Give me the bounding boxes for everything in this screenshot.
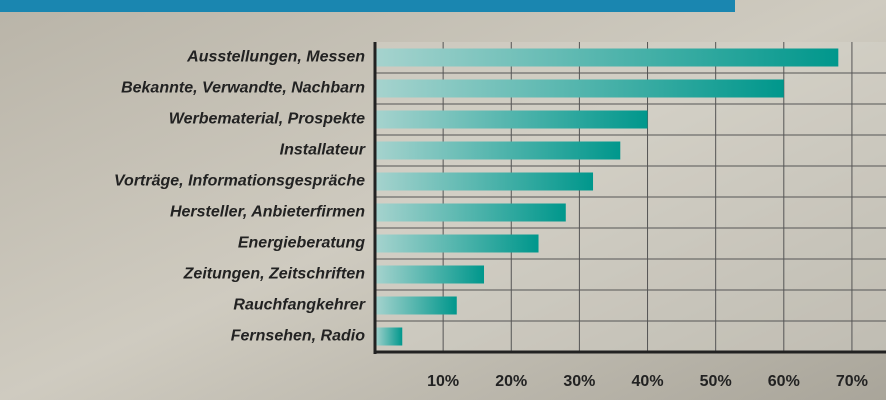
category-label: Ausstellungen, Messen xyxy=(186,49,365,66)
category-label: Fernsehen, Radio xyxy=(231,328,365,345)
category-label: Installateur xyxy=(280,142,366,159)
bar xyxy=(375,297,457,315)
category-label: Werbematerial, Prospekte xyxy=(169,111,365,128)
category-label: Zeitungen, Zeitschriften xyxy=(183,266,366,283)
category-label: Energieberatung xyxy=(238,235,365,252)
bar xyxy=(375,173,593,191)
bar xyxy=(375,204,566,222)
category-label: Rauchfangkehrer xyxy=(233,297,365,314)
category-label: Hersteller, Anbieterfirmen xyxy=(170,204,365,221)
category-label: Vorträge, Informationsgespräche xyxy=(114,173,365,190)
x-tick-label: 10% xyxy=(427,373,459,390)
x-tick-label: 30% xyxy=(563,373,595,390)
page: 10% 20% 30% 40% 50% 60% 70% Ausstellungen, Mess… xyxy=(0,0,886,400)
bar xyxy=(375,235,539,253)
x-tick-label: 40% xyxy=(632,373,664,390)
bar xyxy=(375,111,648,129)
bar xyxy=(375,49,838,67)
bar xyxy=(375,80,784,98)
bar xyxy=(375,266,484,284)
bar xyxy=(375,142,620,160)
category-label: Bekannte, Verwandte, Nachbarn xyxy=(121,80,365,97)
x-tick-label: 60% xyxy=(768,373,800,390)
x-tick-label: 50% xyxy=(700,373,732,390)
chart: 10% 20% 30% 40% 50% 60% 70% Ausstellungen, Mess… xyxy=(0,0,886,400)
x-tick-label: 70% xyxy=(836,373,868,390)
bar xyxy=(375,328,402,346)
top-strip xyxy=(0,0,735,12)
x-tick-label: 20% xyxy=(495,373,527,390)
